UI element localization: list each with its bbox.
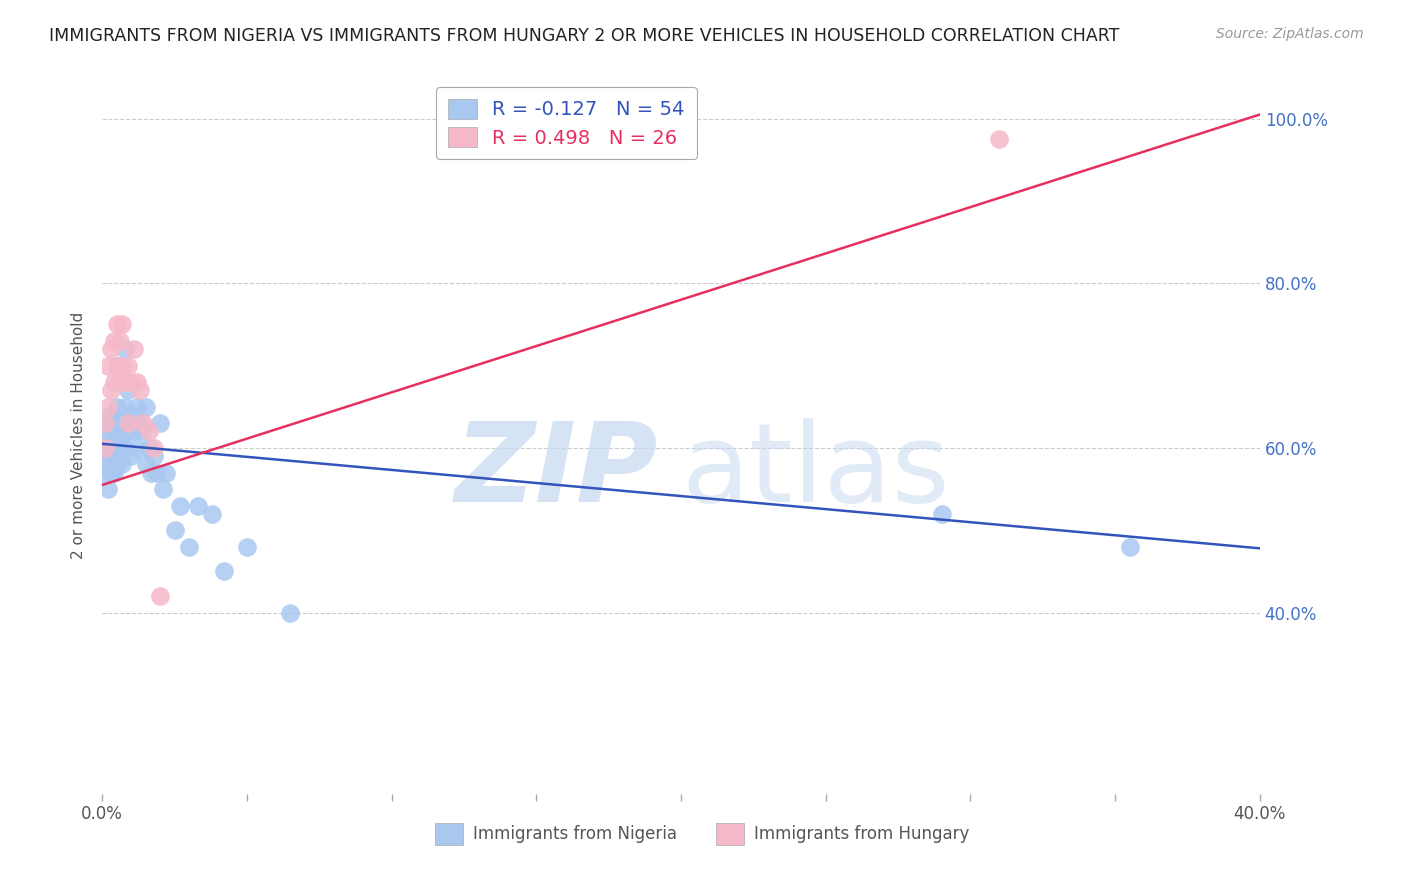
Point (100, 466, 122, 480)
Point (135, 400, 157, 414)
Point (138, 425, 160, 439)
Point (105, 359, 128, 373)
Point (177, 540, 200, 554)
Point (108, 334, 131, 348)
Point (108, 375, 131, 389)
Point (152, 482, 174, 496)
Point (94, 466, 117, 480)
Point (105, 458, 128, 472)
Point (94, 441, 117, 455)
Point (103, 416, 125, 430)
Point (103, 334, 125, 348)
Point (108, 416, 131, 430)
Point (149, 589, 172, 603)
Legend: R = -0.127   N = 54, R = 0.498   N = 26: R = -0.127 N = 54, R = 0.498 N = 26 (436, 87, 696, 160)
Text: IMMIGRANTS FROM NIGERIA VS IMMIGRANTS FROM HUNGARY 2 OR MORE VEHICLES IN HOUSEHO: IMMIGRANTS FROM NIGERIA VS IMMIGRANTS FR… (49, 27, 1119, 45)
Point (138, 441, 160, 455)
Point (100, 408, 122, 422)
Point (97, 359, 120, 373)
Point (125, 441, 148, 455)
Point (114, 441, 136, 455)
Point (100, 425, 122, 439)
Point (931, 507, 953, 521)
Point (146, 466, 169, 480)
Point (97, 458, 120, 472)
Point (201, 507, 224, 521)
Point (94, 441, 117, 455)
Point (100, 342, 122, 356)
Point (100, 384, 122, 398)
Text: Source: ZipAtlas.com: Source: ZipAtlas.com (1216, 27, 1364, 41)
Y-axis label: 2 or more Vehicles in Household: 2 or more Vehicles in Household (72, 312, 86, 559)
Point (120, 408, 142, 422)
Point (141, 466, 163, 480)
Point (103, 449, 125, 463)
Point (97, 482, 120, 496)
Point (120, 449, 142, 463)
Point (114, 342, 136, 356)
Point (103, 433, 125, 447)
Point (111, 458, 134, 472)
Point (143, 441, 166, 455)
Point (278, 606, 301, 620)
Point (94, 416, 117, 430)
Point (1118, 540, 1140, 554)
Point (132, 425, 155, 439)
Point (97, 416, 120, 430)
Point (125, 375, 148, 389)
Point (103, 375, 125, 389)
Text: ZIP: ZIP (454, 417, 658, 524)
Point (97, 449, 120, 463)
Point (149, 416, 172, 430)
Text: Immigrants from Hungary: Immigrants from Hungary (754, 825, 970, 843)
Point (97, 400, 120, 414)
Point (94, 425, 117, 439)
Point (988, 132, 1011, 146)
Point (169, 499, 191, 513)
Point (122, 425, 145, 439)
Point (187, 499, 209, 513)
Point (117, 359, 139, 373)
Point (108, 449, 131, 463)
Point (105, 359, 128, 373)
Point (108, 375, 131, 389)
Point (105, 318, 128, 332)
Point (135, 458, 157, 472)
Point (125, 400, 148, 414)
Point (114, 375, 136, 389)
Point (117, 425, 139, 439)
Point (236, 540, 259, 554)
Point (212, 565, 235, 579)
Text: Immigrants from Nigeria: Immigrants from Nigeria (472, 825, 676, 843)
Point (111, 433, 134, 447)
Point (111, 318, 134, 332)
Point (155, 466, 177, 480)
Point (111, 359, 134, 373)
Point (163, 523, 186, 537)
Point (120, 375, 142, 389)
Point (103, 466, 125, 480)
Point (128, 384, 150, 398)
Text: atlas: atlas (681, 417, 949, 524)
Point (100, 441, 122, 455)
Point (114, 400, 136, 414)
Point (105, 400, 128, 414)
Point (122, 342, 145, 356)
Point (132, 416, 155, 430)
Point (128, 416, 150, 430)
Point (117, 416, 139, 430)
Point (143, 449, 166, 463)
Point (117, 384, 139, 398)
